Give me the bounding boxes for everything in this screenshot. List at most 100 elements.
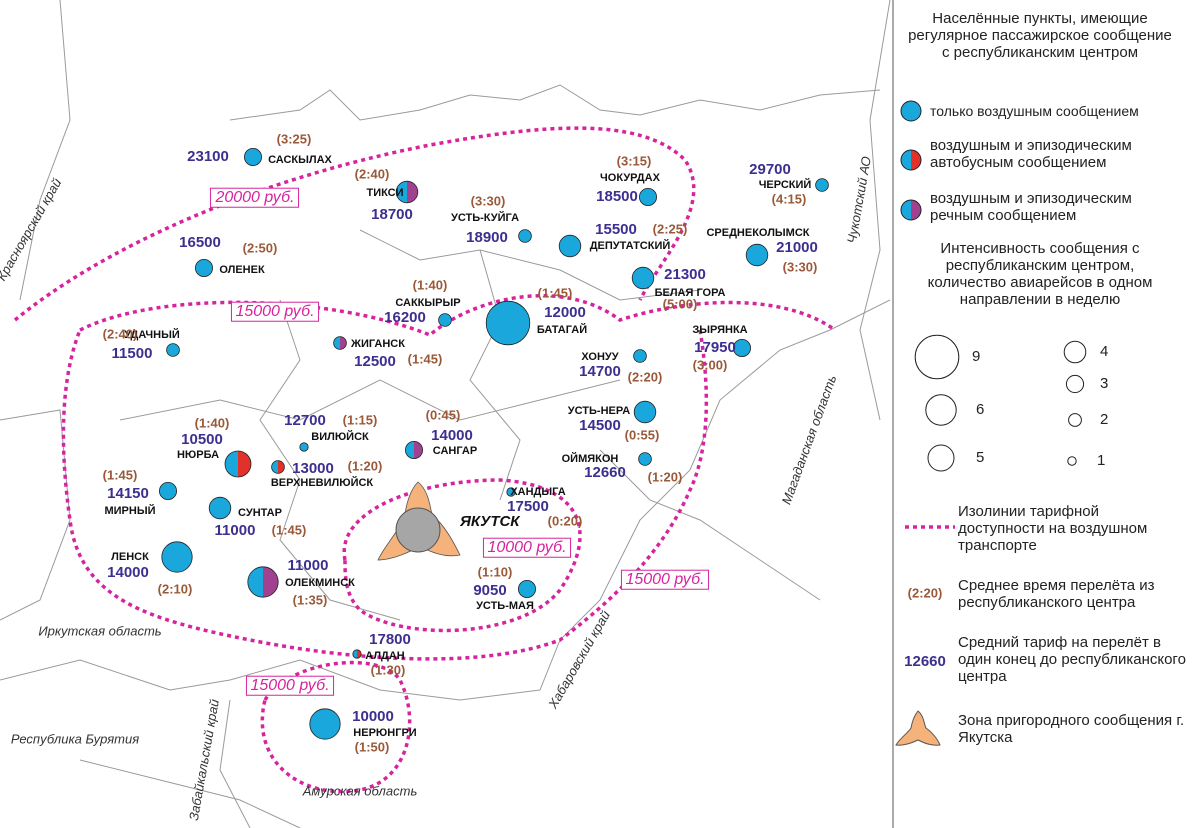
settlement-circle-half — [352, 649, 357, 659]
settlement-outline — [395, 180, 419, 204]
center-circle — [395, 507, 441, 553]
price-legend: Средний тариф на перелёт в один конец до… — [958, 634, 1186, 685]
settlement-price: 17800 — [369, 631, 411, 648]
settlement-price: 18900 — [466, 229, 508, 246]
settlement-circle — [194, 258, 213, 277]
settlement-price: 14500 — [579, 417, 621, 434]
settlement-name: БАТАГАЙ — [537, 323, 587, 336]
settlement-price: 18700 — [371, 206, 413, 223]
settlement-price: 21300 — [664, 266, 706, 283]
settlement-name: ЗЫРЯНКА — [692, 324, 747, 336]
zone-legend-symbol — [895, 710, 941, 746]
region-label: Амурская область — [302, 783, 418, 798]
settlement-name: УДАЧНЫЙ — [124, 328, 180, 341]
settlement-name: ЧЕРСКИЙ — [759, 178, 812, 191]
legend-symbol — [911, 200, 921, 220]
settlement-circle — [438, 313, 452, 327]
legend-symbol — [911, 150, 921, 170]
settlement-price: 14000 — [431, 427, 473, 444]
flight-time: (1:45) — [103, 467, 138, 482]
settlement-circle — [161, 541, 193, 573]
settlement-price: 11500 — [112, 345, 153, 362]
settlement-price: 17500 — [507, 498, 549, 515]
flight-time: (1:10) — [478, 564, 513, 579]
settlement-name: АЛДАН — [365, 650, 405, 662]
isoline-legend: Изолинии тарифной доступности на воздушн… — [958, 503, 1148, 554]
settlement-price: 16200 — [384, 309, 426, 326]
settlement-name: НЕРЮНГРИ — [353, 727, 416, 739]
settlement-circle-half — [405, 441, 414, 459]
settlement-circle-half — [333, 336, 340, 350]
flight-time: (1:35) — [293, 592, 328, 607]
settlement-circle-half — [357, 649, 362, 659]
settlement-name: ОЙМЯКОН — [562, 452, 619, 465]
background — [0, 0, 891, 828]
settlement-name: ТИКСИ — [366, 187, 403, 199]
settlement-circle — [733, 338, 752, 357]
flight-time: (3:15) — [617, 153, 652, 168]
settlement-circle-half — [263, 566, 279, 598]
isoline-label: 20000 руб. — [214, 189, 294, 206]
size-legend-label: 6 — [976, 401, 984, 418]
size-legend-circle — [1065, 374, 1085, 394]
settlement-name: СУНТАР — [238, 507, 282, 519]
flight-time: (1:15) — [343, 412, 378, 427]
settlement-circle-half — [414, 441, 423, 459]
flight-time: (1:20) — [348, 458, 383, 473]
flight-time: (3:30) — [783, 259, 818, 274]
settlement-circle — [166, 343, 180, 357]
legend-symbol — [901, 200, 911, 220]
flight-time: (1:45) — [538, 285, 573, 300]
flight-time: (2:40) — [103, 326, 138, 341]
legend-item: воздушным и эпизодическим речным сообщен… — [930, 190, 1132, 224]
settlement-outline — [404, 440, 423, 459]
flight-time: (3:00) — [693, 357, 728, 372]
isoline-label: 15000 руб. — [625, 571, 704, 588]
center-name: ЯКУТСК — [459, 513, 521, 530]
time-legend-sample: (2:20) — [908, 585, 943, 600]
settlement-price: 9050 — [473, 582, 506, 599]
flight-time: (2:40) — [355, 166, 390, 181]
flight-time: (1:40) — [413, 277, 448, 292]
settlement-outline — [271, 460, 285, 474]
region-label: Чукотский АО — [844, 155, 874, 244]
flight-time: (1:20) — [648, 469, 683, 484]
settlement-circle — [485, 300, 531, 346]
settlement-price: 14700 — [579, 363, 621, 380]
region-label: Иркутская область — [38, 623, 161, 638]
flight-time: (2:10) — [158, 581, 193, 596]
flight-time: (2:20) — [628, 369, 663, 384]
size-legend-title: Интенсивность сообщения с республикански… — [927, 240, 1153, 308]
size-legend-label: 9 — [972, 348, 980, 365]
settlement-circle — [158, 481, 177, 500]
size-legend-label: 2 — [1100, 411, 1108, 428]
settlement-price: 11000 — [215, 522, 256, 539]
isoline-label-box — [620, 569, 710, 590]
settlement-name: ХОНУУ — [581, 351, 618, 363]
settlement-name: ВЕРХНЕВИЛЮЙСК — [271, 476, 374, 489]
legend-item: только воздушным сообщением — [930, 103, 1139, 119]
isoline-label-box — [245, 675, 335, 696]
settlement-circle — [633, 349, 647, 363]
settlement-name: ОЛЕКМИНСК — [285, 577, 355, 589]
settlement-circle — [633, 400, 657, 424]
size-legend-circle — [1063, 340, 1087, 364]
settlement-name: НЮРБА — [177, 449, 219, 461]
settlement-circle — [639, 187, 658, 206]
settlement-name: ЧОКУРДАХ — [600, 172, 661, 184]
settlement-circle — [558, 234, 582, 258]
isoline-label: 15000 руб. — [235, 303, 314, 320]
size-legend-circle — [925, 394, 957, 426]
size-legend-label: 3 — [1100, 375, 1108, 392]
settlement-price: 16500 — [179, 234, 221, 251]
settlement-circle — [815, 178, 829, 192]
settlement-price: 23100 — [187, 148, 229, 165]
legend-item: воздушным и эпизодическим автобусным соо… — [930, 137, 1132, 171]
settlement-circle — [309, 708, 341, 740]
settlement-circle — [506, 487, 516, 497]
size-legend-label: 5 — [976, 449, 984, 466]
settlement-name: БЕЛАЯ ГОРА — [655, 287, 726, 299]
settlement-price: 12000 — [544, 304, 586, 321]
flight-time: (1:45) — [408, 351, 443, 366]
